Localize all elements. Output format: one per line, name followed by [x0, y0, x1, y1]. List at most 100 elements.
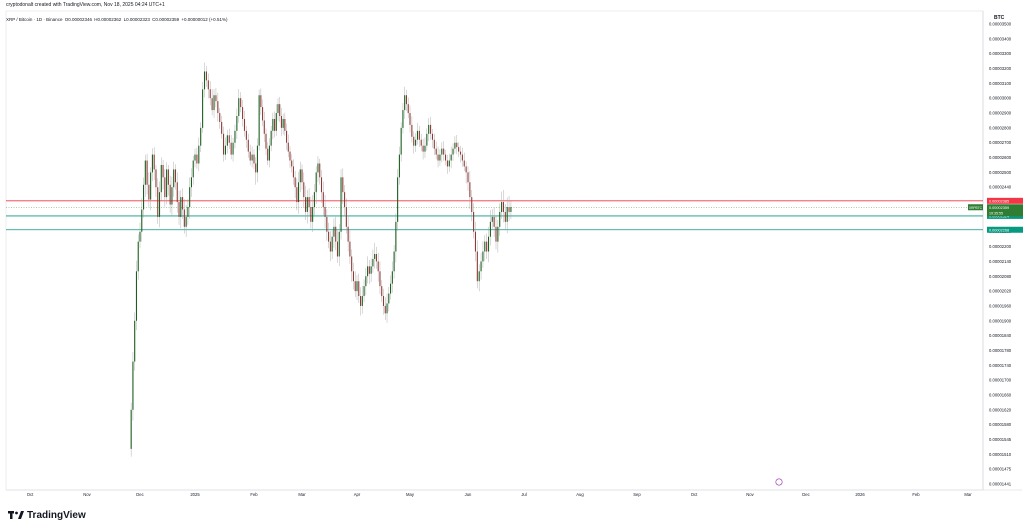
candle[interactable] [422, 145, 424, 152]
candle[interactable] [256, 145, 258, 173]
candle[interactable] [162, 164, 164, 178]
candle[interactable] [415, 139, 417, 146]
candle[interactable] [245, 130, 247, 140]
candle[interactable] [158, 192, 161, 217]
candle[interactable] [139, 231, 141, 242]
candle[interactable] [463, 160, 465, 167]
candle[interactable] [404, 95, 406, 111]
candle[interactable] [482, 251, 484, 262]
candle[interactable] [203, 71, 206, 90]
candle[interactable] [226, 135, 228, 146]
candle[interactable] [317, 163, 319, 173]
candle[interactable] [279, 104, 281, 116]
candle[interactable] [363, 286, 365, 297]
candle[interactable] [424, 145, 426, 152]
candle[interactable] [215, 95, 217, 102]
candle[interactable] [160, 164, 162, 193]
candle[interactable] [393, 251, 395, 272]
candle[interactable] [388, 293, 390, 304]
candle[interactable] [461, 154, 463, 161]
candle[interactable] [384, 305, 386, 314]
candle[interactable] [202, 89, 204, 128]
candle[interactable] [150, 172, 152, 200]
candle[interactable] [174, 169, 177, 183]
candle[interactable] [375, 254, 377, 262]
candle[interactable] [497, 226, 499, 242]
candle[interactable] [368, 266, 370, 274]
candle[interactable] [198, 145, 200, 164]
event-marker-icon[interactable] [775, 478, 783, 486]
candle[interactable] [487, 236, 490, 252]
candle[interactable] [381, 286, 383, 297]
candle[interactable] [324, 207, 326, 217]
candle[interactable] [467, 172, 469, 183]
candle[interactable] [454, 142, 456, 149]
candle[interactable] [255, 163, 257, 173]
candle[interactable] [452, 148, 454, 155]
candle[interactable] [280, 116, 282, 128]
candle[interactable] [153, 154, 155, 170]
candle[interactable] [258, 95, 260, 146]
candle[interactable] [313, 192, 315, 208]
candle[interactable] [205, 71, 207, 81]
candle[interactable] [435, 148, 437, 155]
candle[interactable] [217, 101, 219, 114]
candle[interactable] [190, 177, 192, 188]
candle[interactable] [169, 184, 171, 205]
candle[interactable] [253, 154, 255, 164]
candle[interactable] [287, 142, 289, 152]
candle[interactable] [135, 271, 138, 321]
candle[interactable] [349, 241, 351, 257]
candle[interactable] [132, 361, 134, 410]
candle[interactable] [433, 139, 435, 149]
candle[interactable] [268, 145, 270, 161]
candle[interactable] [284, 118, 286, 131]
candle[interactable] [411, 124, 413, 137]
currency-label[interactable]: BTC [994, 15, 1005, 21]
candle[interactable] [164, 177, 166, 198]
candle[interactable] [296, 187, 298, 203]
candle[interactable] [416, 130, 419, 140]
candle[interactable] [501, 202, 503, 212]
brand[interactable]: TradingView [8, 508, 86, 522]
candle[interactable] [493, 216, 495, 227]
candle[interactable] [144, 160, 146, 185]
candle[interactable] [291, 160, 293, 167]
candle[interactable] [474, 231, 477, 252]
candle[interactable] [134, 320, 136, 362]
candle[interactable] [200, 127, 202, 146]
candle[interactable] [407, 104, 409, 114]
candle[interactable] [187, 207, 189, 217]
candle[interactable] [173, 169, 175, 188]
candle[interactable] [320, 177, 323, 193]
candle[interactable] [390, 283, 392, 294]
candle[interactable] [299, 169, 301, 183]
candle[interactable] [430, 124, 432, 134]
candle[interactable] [356, 281, 358, 292]
candle[interactable] [306, 197, 308, 212]
candle[interactable] [328, 231, 330, 242]
candle[interactable] [480, 261, 482, 272]
candle[interactable] [486, 241, 488, 252]
candle[interactable] [243, 118, 246, 131]
candle[interactable] [272, 118, 274, 131]
candle[interactable] [219, 113, 221, 122]
candle[interactable] [354, 281, 356, 292]
candle[interactable] [351, 256, 353, 272]
candle[interactable] [189, 187, 191, 208]
candle[interactable] [251, 154, 253, 161]
candle[interactable] [458, 147, 460, 152]
candle[interactable] [420, 139, 422, 146]
candle[interactable] [232, 142, 234, 155]
candle[interactable] [303, 182, 305, 198]
candle[interactable] [294, 177, 296, 188]
candle[interactable] [247, 139, 249, 152]
candle[interactable] [240, 98, 242, 108]
candle[interactable] [236, 116, 238, 131]
candle[interactable] [502, 202, 505, 212]
candle[interactable] [166, 169, 168, 198]
candle[interactable] [446, 160, 448, 167]
candle[interactable] [491, 216, 493, 222]
candle[interactable] [450, 154, 452, 161]
